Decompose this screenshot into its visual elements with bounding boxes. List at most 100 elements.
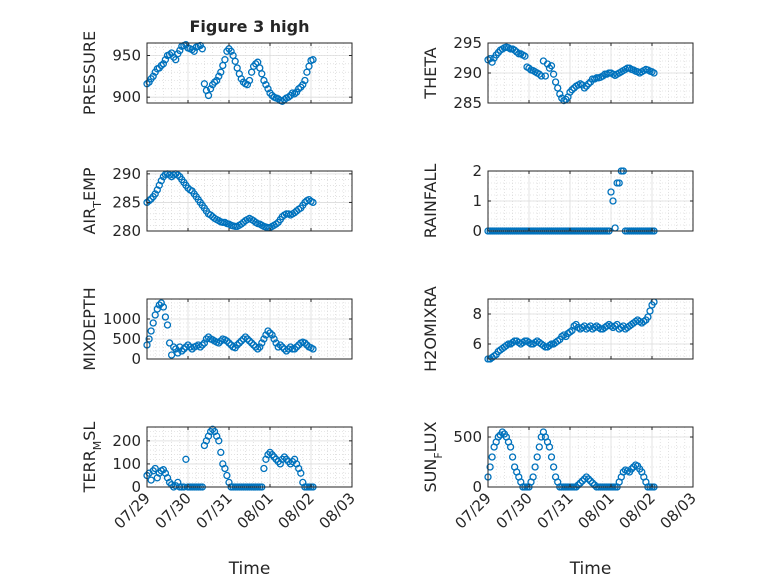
data-point	[161, 313, 170, 321]
data-point	[537, 72, 545, 80]
x-tick-label: 07/31	[534, 489, 577, 532]
data-point	[165, 339, 174, 347]
data-point	[531, 463, 539, 471]
data-point	[284, 93, 293, 101]
data-point	[247, 339, 256, 347]
data-point	[200, 80, 209, 88]
data-point	[650, 69, 658, 77]
data-point	[486, 463, 494, 471]
y-tick-label: 295	[453, 34, 482, 52]
data-point	[149, 72, 157, 80]
x-tick-label: 08/02	[616, 489, 659, 532]
y-tick-label: 200	[112, 432, 141, 450]
data-point	[223, 471, 231, 480]
subplot-1: 900 950 PRESSURE Figure 3 high	[80, 17, 353, 115]
data-point	[272, 339, 280, 347]
y-tick-label: 900	[112, 88, 141, 106]
data-point	[249, 341, 258, 349]
data-point	[301, 76, 309, 85]
data-point	[609, 197, 617, 205]
data-point	[292, 343, 301, 351]
data-point	[547, 340, 556, 348]
y-axis-label: MIXDEPTH	[80, 287, 99, 370]
data-point	[213, 76, 221, 85]
y-tick-label: 285	[112, 193, 141, 211]
data-point	[574, 481, 582, 489]
data-point	[578, 477, 586, 485]
subplot-3: 280 285 290 AIRTEMP	[80, 165, 353, 240]
y-tick-label: 1	[472, 192, 482, 210]
data-point	[198, 341, 206, 349]
data-point	[554, 84, 562, 92]
data-point	[535, 443, 543, 451]
subplot-2: 285 290 295 THETA	[421, 34, 694, 112]
x-tick-label: 07/31	[193, 489, 236, 532]
data-point	[252, 343, 260, 351]
data-point	[541, 343, 550, 351]
x-tick-label: 07/30	[493, 489, 536, 532]
y-tick-label: 290	[453, 64, 482, 82]
data-point	[223, 337, 231, 345]
data-point	[262, 81, 270, 89]
data-point	[599, 72, 607, 80]
data-point	[613, 179, 621, 187]
axes-box	[146, 42, 353, 104]
y-axis-label: SUNFLUX	[421, 421, 445, 492]
y-tick-label: 0	[472, 222, 482, 240]
data-point	[252, 60, 260, 68]
data-point	[147, 476, 155, 484]
y-axis-label: H2OMIXRA	[421, 286, 440, 372]
data-series	[143, 41, 317, 105]
data-point	[588, 479, 597, 487]
data-point	[278, 343, 286, 351]
data-point	[256, 343, 264, 351]
data-point	[231, 57, 239, 65]
data-point	[215, 437, 223, 445]
data-point	[239, 335, 248, 343]
x-tick-label: 08/01	[234, 489, 277, 532]
data-point	[586, 477, 595, 485]
data-point	[198, 45, 206, 53]
data-point	[221, 464, 229, 473]
data-point	[174, 171, 182, 179]
data-point	[260, 76, 268, 85]
data-point	[527, 340, 535, 348]
data-point	[494, 433, 502, 441]
data-point	[176, 46, 184, 55]
x-tick-label: 08/01	[575, 489, 618, 532]
data-series	[143, 425, 317, 491]
y-tick-label: 2	[472, 162, 482, 180]
y-axis-label: TERRMSL	[80, 422, 104, 494]
data-point	[163, 321, 172, 329]
x-axis-label: Time	[228, 559, 271, 579]
data-point	[592, 74, 601, 82]
figure-title: Figure 3 high	[190, 17, 310, 36]
data-point	[215, 72, 223, 80]
y-axis-label: AIRTEMP	[80, 167, 104, 234]
data-point	[309, 56, 317, 64]
x-tick-label: 08/03	[316, 489, 359, 532]
data-point	[157, 177, 165, 185]
data-point	[498, 428, 507, 436]
data-point	[521, 337, 529, 345]
data-point	[290, 345, 299, 353]
subplot-7: 0100200TERRMSL07/2907/3007/3108/0108/020…	[80, 422, 359, 579]
data-point	[568, 86, 576, 94]
data-point	[266, 329, 274, 337]
data-point	[580, 475, 589, 483]
data-point	[178, 347, 186, 355]
data-point	[288, 345, 297, 353]
data-point	[547, 62, 556, 70]
data-point	[157, 299, 165, 307]
data-point	[488, 58, 496, 66]
data-point	[510, 46, 519, 54]
data-point	[541, 72, 550, 80]
data-point	[590, 481, 599, 489]
data-point	[274, 343, 282, 351]
data-point	[243, 335, 252, 343]
data-point	[513, 48, 521, 56]
x-tick-label: 08/02	[275, 489, 318, 532]
data-point	[161, 56, 170, 64]
data-point	[551, 78, 560, 86]
